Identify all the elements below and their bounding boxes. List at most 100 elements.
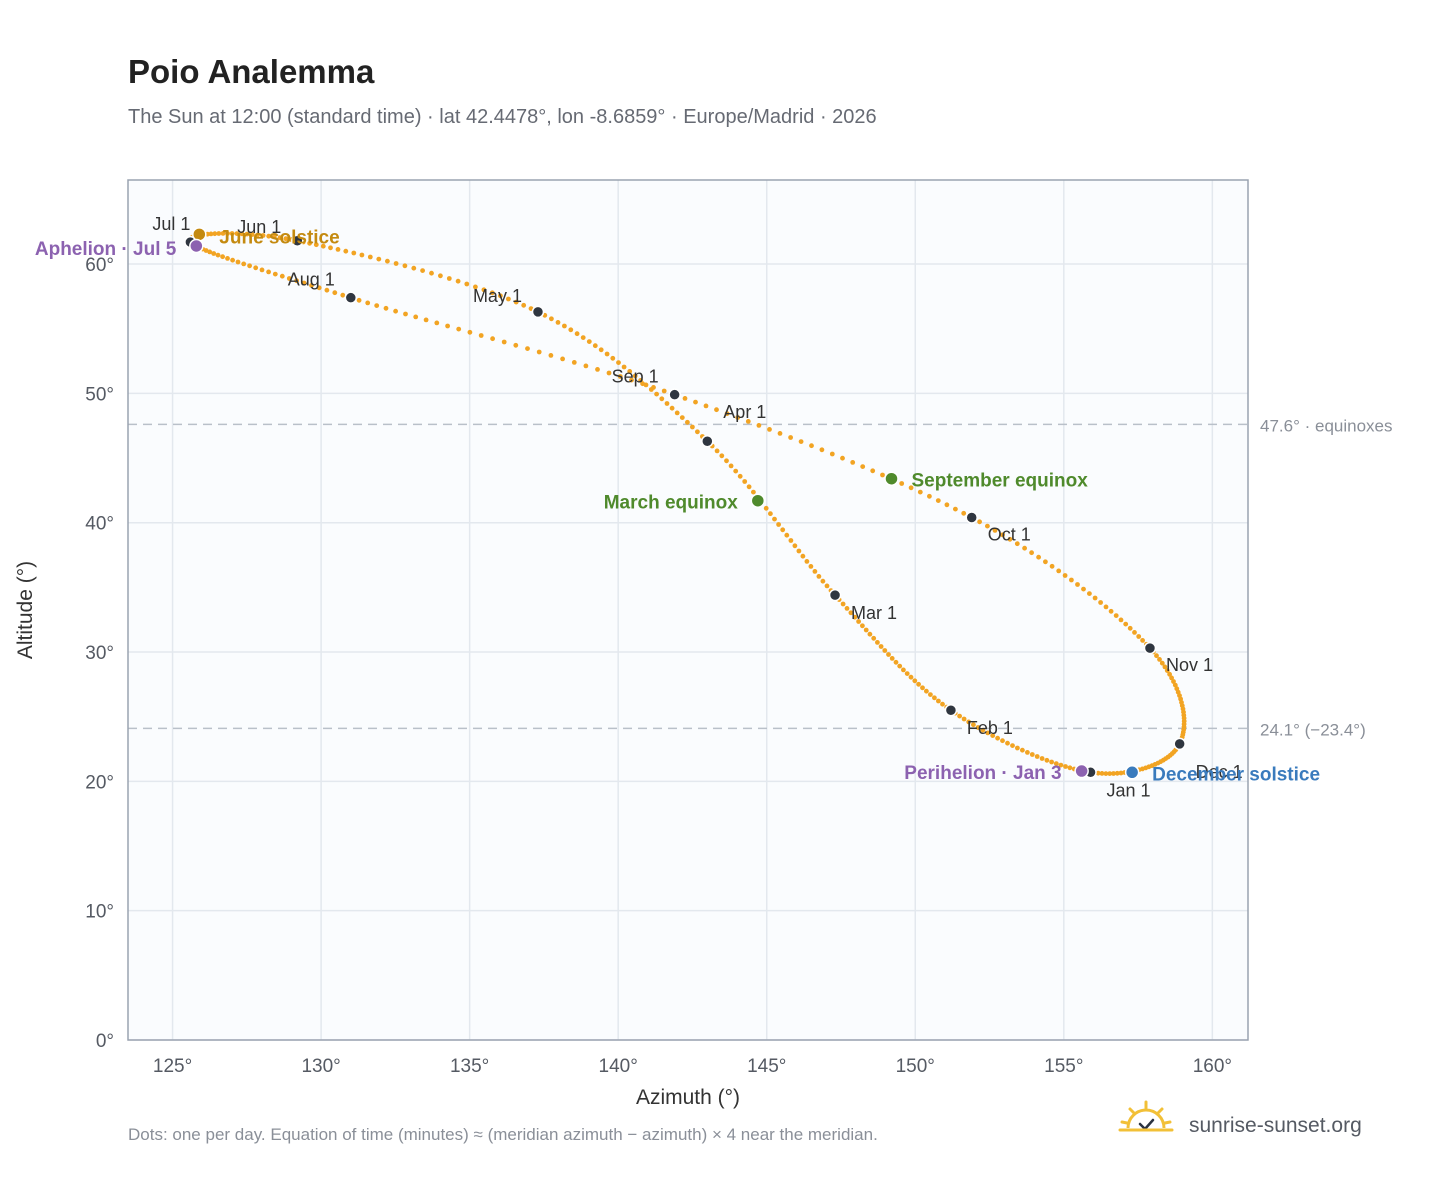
daily-point	[332, 290, 338, 296]
event-marker	[189, 238, 204, 254]
daily-point	[513, 342, 519, 348]
month-label: Jul 1	[152, 214, 190, 234]
month-markers: Jan 1 Feb 1 Mar 1 Apr 1 May 1 Jun 1 Jul 1 Aug 1…	[152, 214, 1242, 800]
daily-point	[316, 285, 322, 291]
daily-point	[1167, 671, 1172, 677]
y-tick-label: 60°	[85, 255, 114, 276]
daily-point	[627, 369, 633, 374]
daily-point	[690, 424, 695, 430]
daily-point	[277, 235, 283, 241]
daily-point	[1127, 625, 1133, 631]
daily-point	[728, 463, 734, 469]
month-label: Nov 1	[1166, 655, 1213, 675]
daily-point	[562, 323, 567, 329]
plot-background	[128, 180, 1248, 1040]
daily-point	[207, 249, 213, 255]
daily-point	[733, 468, 739, 474]
daily-point	[886, 652, 891, 657]
daily-point	[610, 355, 616, 361]
daily-point	[763, 505, 769, 511]
event-label: December solstice	[1152, 764, 1320, 785]
daily-point	[735, 415, 741, 420]
daily-point	[215, 252, 221, 258]
brand-logo[interactable]: sunrise-sunset.org	[1118, 1100, 1362, 1137]
daily-point	[840, 455, 845, 461]
daily-point	[247, 263, 253, 269]
daily-point	[1108, 608, 1114, 614]
daily-point	[1107, 771, 1113, 776]
daily-point	[271, 234, 277, 240]
daily-point	[632, 373, 638, 379]
daily-point	[777, 431, 783, 436]
event-marker	[884, 471, 899, 486]
daily-point	[376, 256, 382, 262]
daily-point	[1099, 771, 1105, 776]
daily-point	[616, 360, 621, 365]
daily-point	[848, 610, 854, 616]
daily-point	[374, 303, 380, 308]
daily-point	[446, 276, 452, 281]
event-label: June solstice	[219, 227, 339, 248]
daily-point	[1098, 600, 1103, 605]
y-tick-label: 30°	[85, 643, 114, 664]
daily-point	[961, 510, 967, 516]
daily-point	[882, 648, 888, 653]
daily-point	[1000, 532, 1005, 538]
daily-point	[501, 339, 507, 345]
month-marker	[1143, 641, 1157, 655]
daily-point	[1062, 573, 1068, 578]
daily-point	[423, 317, 429, 323]
daily-point	[820, 578, 826, 584]
daily-point	[737, 473, 743, 479]
daily-point	[1056, 568, 1062, 574]
daily-point	[953, 506, 958, 512]
month-marker	[531, 305, 545, 319]
daily-point	[1039, 756, 1045, 761]
daily-point	[844, 606, 850, 611]
daily-point	[413, 314, 419, 320]
daily-point	[875, 640, 880, 645]
month-label: Jan 1	[1107, 780, 1151, 800]
daily-point	[490, 336, 495, 342]
chart-title: Poio Analemma	[128, 53, 375, 90]
daily-point	[1113, 613, 1119, 618]
daily-point	[860, 464, 866, 469]
y-axis-ticks: 0° 10° 20° 30° 40° 50° 60°	[85, 255, 114, 1052]
daily-point	[229, 231, 235, 236]
daily-point	[1063, 764, 1068, 769]
brand-name: sunrise-sunset.org	[1189, 1114, 1362, 1137]
daily-point	[860, 623, 865, 629]
daily-point	[393, 261, 399, 266]
daily-point	[975, 725, 981, 730]
daily-point	[780, 527, 786, 533]
daily-point	[1172, 682, 1178, 688]
x-tick-label: 140°	[599, 1056, 638, 1077]
daily-point	[220, 231, 226, 236]
daily-point	[359, 252, 365, 258]
event-marker	[192, 227, 207, 242]
daily-point	[927, 493, 932, 499]
daily-point	[664, 401, 670, 406]
daily-point	[992, 528, 998, 533]
daily-point	[403, 311, 408, 317]
daily-point	[367, 254, 373, 260]
daily-point	[804, 559, 810, 564]
daily-point	[279, 273, 285, 279]
daily-point	[1014, 541, 1020, 547]
month-marker	[828, 588, 842, 602]
daily-point	[548, 353, 554, 358]
plot-frame	[127, 179, 1249, 1041]
footnote: Dots: one per day. Equation of time (min…	[128, 1125, 878, 1144]
daily-point	[796, 548, 802, 554]
daily-point	[1034, 754, 1040, 759]
daily-point	[809, 443, 814, 449]
month-marker	[344, 291, 358, 304]
daily-point	[481, 287, 487, 293]
daily-point	[568, 327, 574, 333]
x-tick-label: 160°	[1193, 1056, 1232, 1077]
daily-point	[980, 727, 986, 733]
daily-point	[669, 405, 675, 411]
daily-point	[693, 399, 698, 405]
daily-point	[203, 248, 209, 253]
daily-point	[309, 283, 314, 288]
